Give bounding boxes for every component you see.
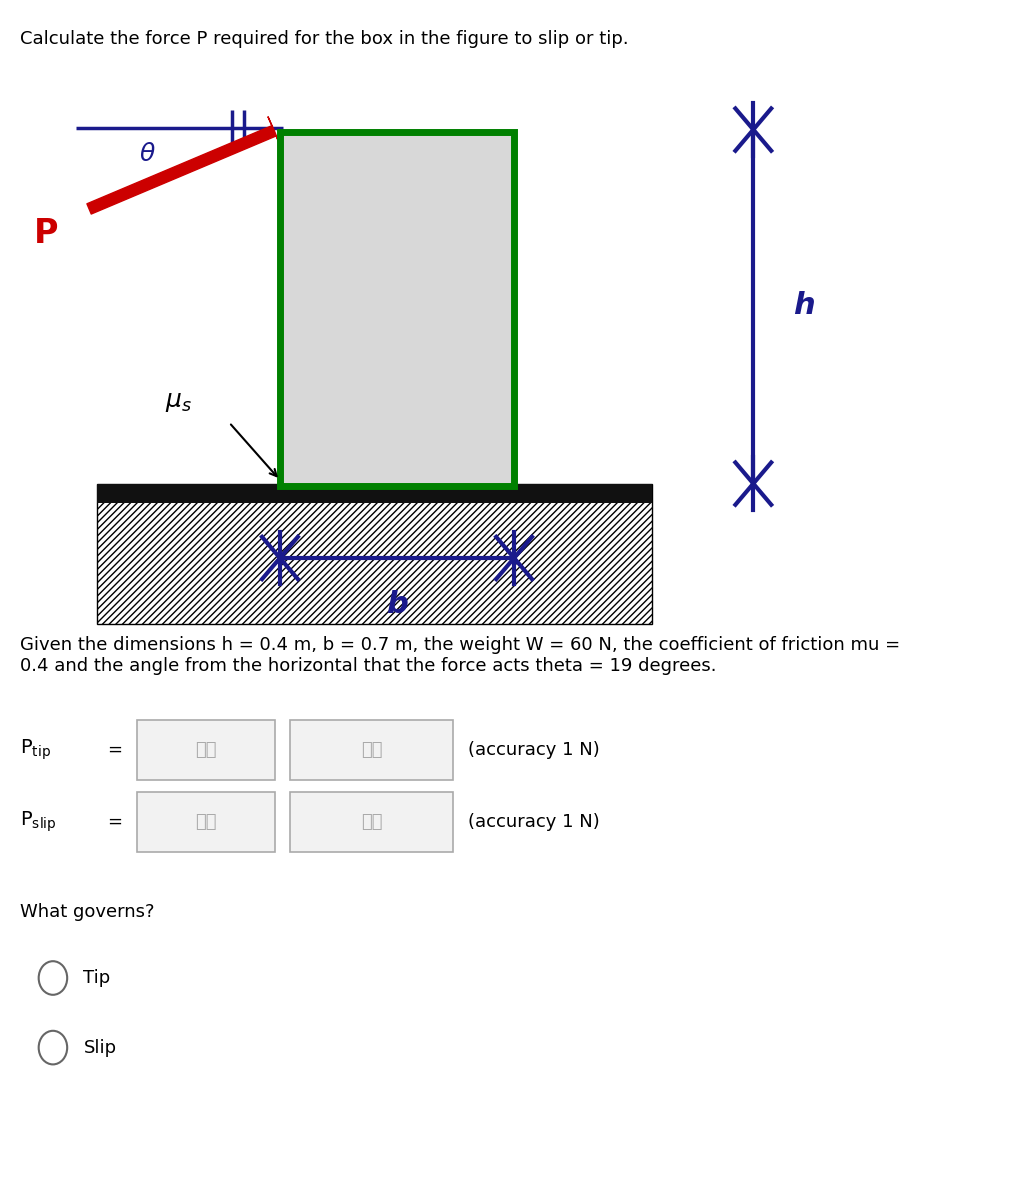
Text: =: = (107, 814, 122, 830)
Bar (290, 792, 453, 852)
Bar (97, 484, 652, 624)
Bar (137, 720, 275, 780)
Text: (accuracy 1 N): (accuracy 1 N) (468, 814, 600, 830)
Text: h: h (793, 292, 815, 320)
Text: $\theta$: $\theta$ (139, 142, 156, 166)
Text: Tip: Tip (83, 970, 111, 986)
Text: 单位: 单位 (360, 740, 383, 758)
Text: (accuracy 1 N): (accuracy 1 N) (468, 740, 600, 758)
Text: What governs?: What governs? (20, 902, 155, 922)
Bar (137, 792, 275, 852)
Text: 数字: 数字 (195, 740, 217, 758)
Text: Calculate the force P required for the box in the figure to slip or tip.: Calculate the force P required for the b… (20, 30, 629, 48)
Text: b: b (386, 590, 408, 619)
Text: P$_{\mathrm{tip}}$: P$_{\mathrm{tip}}$ (20, 738, 51, 762)
Text: P: P (34, 217, 58, 251)
Bar (290, 720, 453, 780)
Text: =: = (107, 740, 122, 758)
Text: Slip: Slip (83, 1038, 117, 1056)
Text: 数字: 数字 (195, 814, 217, 830)
Text: 单位: 单位 (360, 814, 383, 830)
Bar (280, 132, 514, 486)
Text: $\mu_s$: $\mu_s$ (165, 390, 191, 414)
Text: P$_{\mathrm{slip}}$: P$_{\mathrm{slip}}$ (20, 810, 57, 834)
Bar (97, 484, 652, 503)
Text: Given the dimensions h = 0.4 m, b = 0.7 m, the weight W = 60 N, the coefficient : Given the dimensions h = 0.4 m, b = 0.7 … (20, 636, 901, 674)
